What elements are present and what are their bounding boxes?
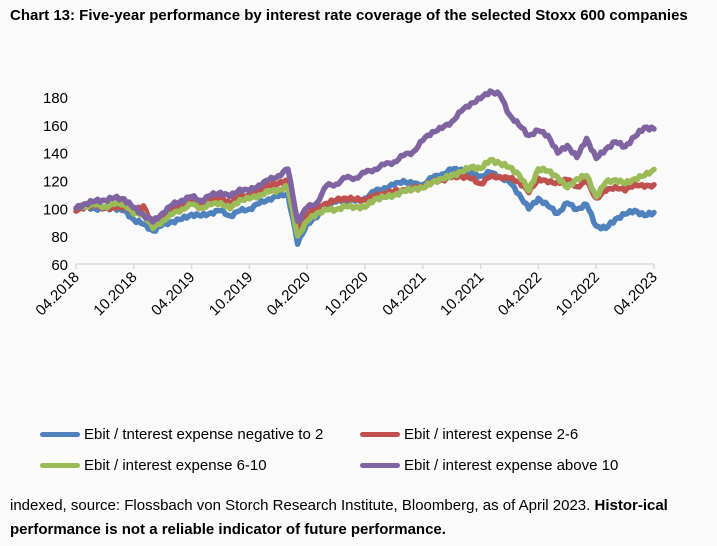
x-tick-label: 10.2020 bbox=[321, 269, 371, 319]
chart-title: Chart 13: Five-year performance by inter… bbox=[10, 7, 688, 24]
y-tick-label: 80 bbox=[51, 229, 68, 246]
x-tick-label: 10.2021 bbox=[437, 269, 487, 319]
footnote: indexed, source: Flossbach von Storch Re… bbox=[10, 494, 710, 542]
footnote-disclaimer: Histor-ical performance is not a reliabl… bbox=[10, 497, 668, 538]
y-tick-label: 60 bbox=[51, 257, 68, 274]
x-tick-label: 04.2018 bbox=[32, 269, 82, 319]
y-tick-label: 120 bbox=[43, 174, 68, 191]
legend-item-0: Ebit / tnterest expense negative to 2 bbox=[40, 426, 323, 443]
legend-item-3: Ebit / interest expense above 10 bbox=[360, 457, 618, 474]
legend-item-1: Ebit / interest expense 2-6 bbox=[360, 426, 578, 443]
y-tick-label: 160 bbox=[43, 118, 68, 135]
x-tick-label: 10.2019 bbox=[206, 269, 256, 319]
legend-label: Ebit / interest expense 6-10 bbox=[84, 457, 267, 474]
legend-item-2: Ebit / interest expense 6-10 bbox=[40, 457, 267, 474]
x-tick-label: 04.2022 bbox=[495, 269, 545, 319]
y-tick-label: 140 bbox=[43, 146, 68, 163]
x-tick-label: 10.2018 bbox=[90, 269, 140, 319]
legend-swatch bbox=[360, 432, 400, 437]
x-tick-label: 04.2020 bbox=[264, 269, 314, 319]
series-line-3 bbox=[73, 88, 657, 225]
legend-swatch bbox=[40, 463, 80, 468]
x-tick-label: 04.2021 bbox=[379, 269, 429, 319]
y-tick-label: 100 bbox=[43, 201, 68, 218]
legend-swatch bbox=[40, 432, 80, 437]
legend-label: Ebit / interest expense above 10 bbox=[404, 457, 619, 474]
legend-label: Ebit / tnterest expense negative to 2 bbox=[84, 426, 324, 443]
line-chart: 60 80 100 120 140 160 180 04.2018 10.2018 04.2019… bbox=[32, 88, 661, 319]
x-tick-label: 04.2019 bbox=[148, 269, 198, 319]
y-tick-label: 180 bbox=[43, 90, 68, 107]
x-tick-label: 10.2022 bbox=[553, 269, 603, 319]
x-tick-label: 04.2023 bbox=[610, 269, 660, 319]
legend-label: Ebit / interest expense 2-6 bbox=[404, 426, 579, 443]
footnote-source: indexed, source: Flossbach von Storch Re… bbox=[10, 497, 595, 514]
legend-swatch bbox=[360, 463, 400, 468]
series-line-2 bbox=[73, 156, 657, 239]
